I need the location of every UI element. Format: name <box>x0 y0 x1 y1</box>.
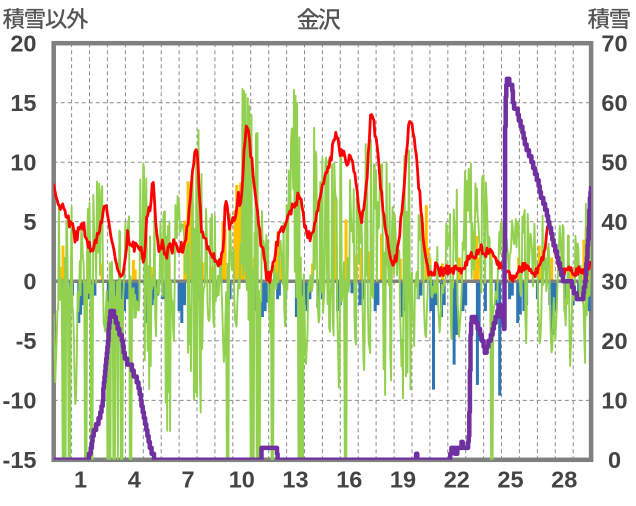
svg-text:5: 5 <box>23 209 36 235</box>
svg-text:0: 0 <box>23 269 36 295</box>
svg-text:-15: -15 <box>3 447 37 473</box>
svg-text:10: 10 <box>10 150 36 176</box>
svg-text:50: 50 <box>601 150 627 176</box>
svg-text:15: 15 <box>10 90 36 116</box>
svg-text:-5: -5 <box>16 328 37 354</box>
svg-text:16: 16 <box>336 467 362 493</box>
svg-text:60: 60 <box>601 90 627 116</box>
svg-text:28: 28 <box>551 467 577 493</box>
svg-text:13: 13 <box>282 467 308 493</box>
svg-text:22: 22 <box>444 467 470 493</box>
svg-text:30: 30 <box>601 269 627 295</box>
svg-text:-10: -10 <box>3 388 37 414</box>
svg-text:40: 40 <box>601 209 627 235</box>
svg-text:25: 25 <box>497 467 523 493</box>
svg-text:10: 10 <box>601 388 627 414</box>
svg-text:1: 1 <box>74 467 87 493</box>
svg-text:20: 20 <box>10 31 36 57</box>
svg-text:0: 0 <box>608 447 621 473</box>
svg-text:7: 7 <box>182 467 195 493</box>
svg-text:4: 4 <box>128 467 141 493</box>
svg-text:20: 20 <box>601 328 627 354</box>
svg-text:70: 70 <box>601 31 627 57</box>
svg-text:19: 19 <box>390 467 416 493</box>
svg-text:10: 10 <box>229 467 255 493</box>
